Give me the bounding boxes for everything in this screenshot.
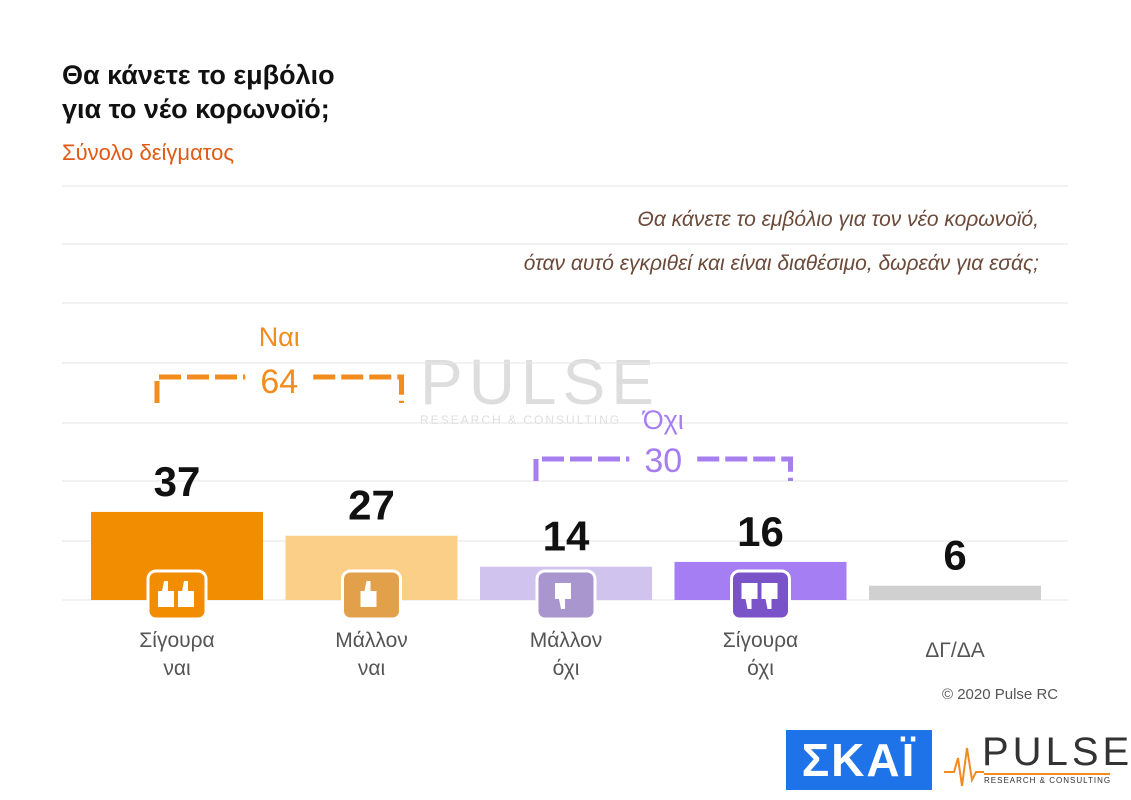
category-label: ΔΓ/ΔΑ	[925, 639, 984, 662]
thumb-shape	[360, 581, 377, 607]
category-label: όχι	[747, 657, 774, 680]
title-line-2: για το νέο κορωνοϊό;	[62, 94, 330, 124]
data-label: 14	[543, 513, 590, 560]
yes-group-label: Ναι	[259, 322, 300, 352]
pulse-logo-bar	[984, 773, 1110, 775]
survey-question: Θα κάνετε το εμβόλιο για τον νέο κορωνοϊ…	[399, 198, 1039, 286]
category-label: ναι	[163, 657, 191, 680]
bar	[869, 585, 1041, 600]
chart-subtitle: Σύνολο δείγματος	[62, 140, 235, 165]
no-group-bracket	[533, 456, 793, 481]
copyright: © 2020 Pulse RC	[942, 686, 1059, 703]
question-line-2: όταν αυτό εγκριθεί και είναι διαθέσιμο, …	[523, 252, 1039, 275]
thumb-shape	[555, 583, 571, 609]
no-group-label: Όχι	[642, 405, 684, 435]
pulse-logo: PULSE RESEARCH & CONSULTING	[944, 728, 1129, 792]
pulse-logo-sub: RESEARCH & CONSULTING	[984, 776, 1112, 785]
pulse-logo-word: PULSE	[982, 730, 1131, 774]
no-group-value: 30	[644, 442, 682, 480]
category-label: Μάλλον	[335, 629, 408, 652]
thumb-shape	[158, 581, 174, 607]
skai-logo: ΣΚΑΪ	[786, 730, 932, 790]
question-line-1: Θα κάνετε το εμβόλιο για τον νέο κορωνοϊ…	[637, 208, 1039, 231]
category-label: Μάλλον	[530, 629, 603, 652]
thumb-shape	[741, 583, 758, 609]
data-label: 16	[737, 508, 784, 555]
double-thumbs-down-icon	[730, 569, 791, 621]
yes-group-value: 64	[260, 363, 298, 401]
watermark-word: PULSE	[420, 346, 660, 418]
title-line-1: Θα κάνετε το εμβόλιο	[62, 60, 335, 90]
pulse-wave-icon	[944, 747, 984, 787]
yes-group-bracket	[154, 374, 404, 403]
chart-title: Θα κάνετε το εμβόλιο για το νέο κορωνοϊό…	[62, 58, 335, 126]
category-label: όχι	[553, 657, 580, 680]
thumb-shape	[761, 583, 778, 609]
thumb-shape	[178, 581, 194, 607]
data-label: 27	[348, 482, 395, 529]
category-label: Σίγουρα	[139, 629, 214, 652]
category-label: ναι	[358, 657, 386, 680]
data-label: 6	[943, 532, 966, 579]
double-thumbs-up-icon	[146, 569, 208, 621]
data-label: 37	[154, 458, 201, 505]
category-label: Σίγουρα	[723, 629, 798, 652]
